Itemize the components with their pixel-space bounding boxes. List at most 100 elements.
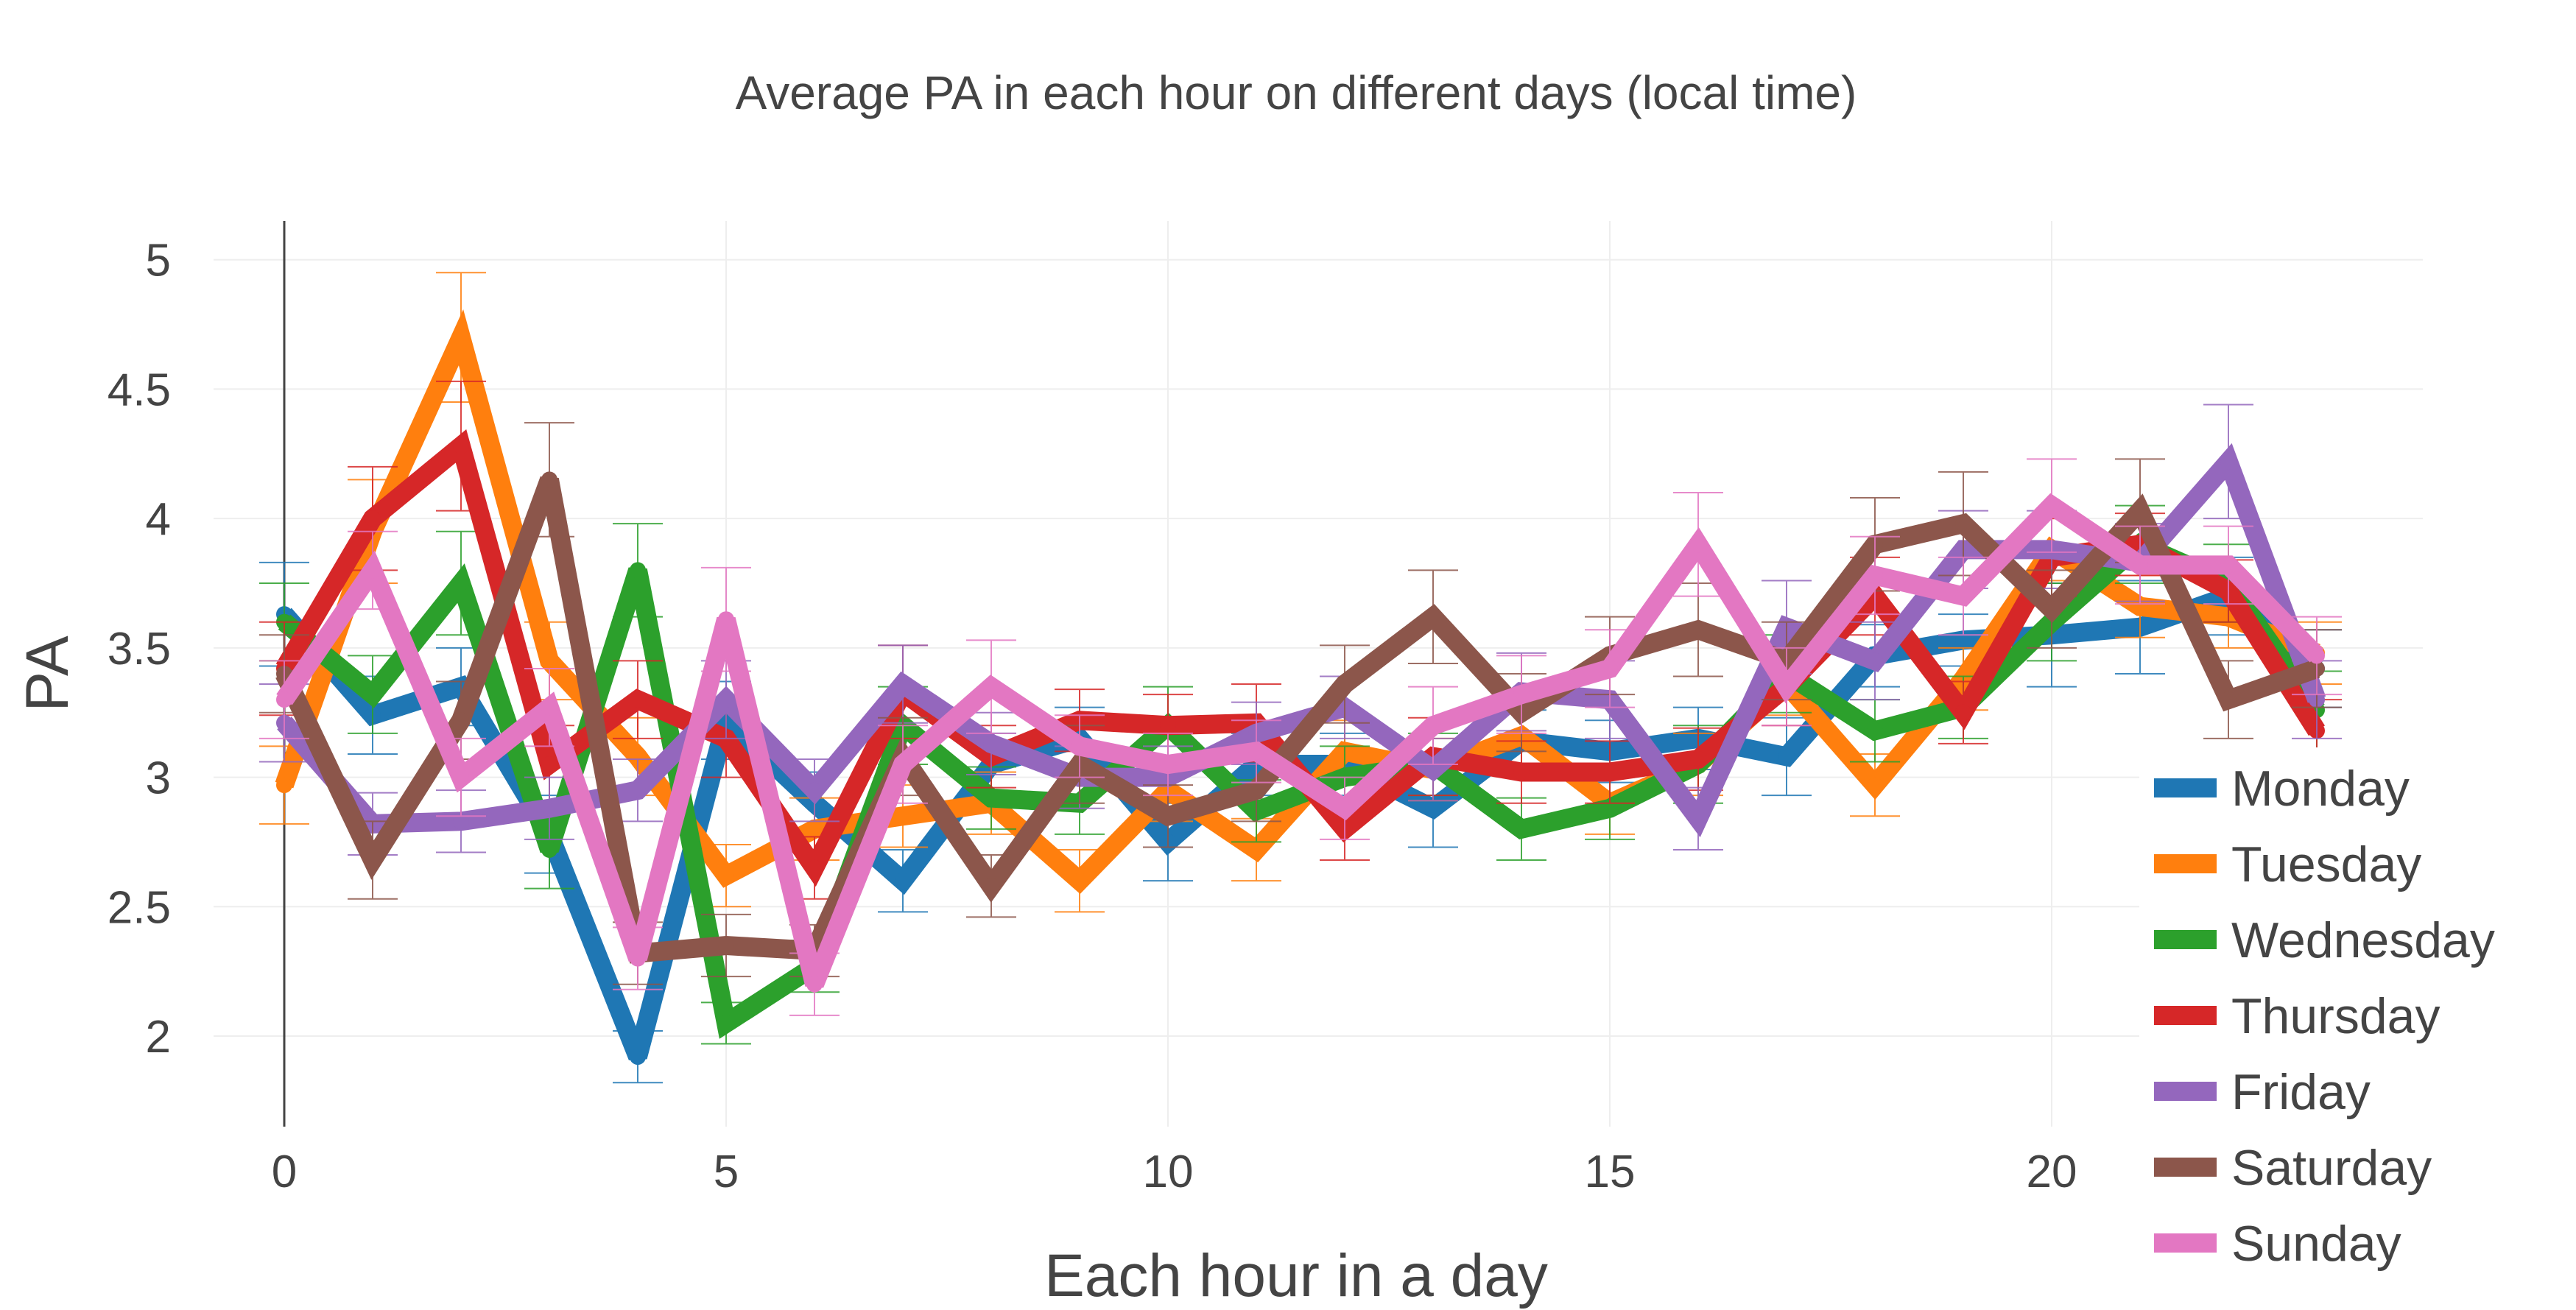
legend-label: Thursday [2231, 988, 2440, 1044]
x-axis-title: Each hour in a day [1044, 1242, 1548, 1309]
data-point [983, 789, 999, 806]
data-point [1867, 722, 1883, 739]
legend-item-friday[interactable]: Friday [2154, 1064, 2371, 1120]
data-point [895, 808, 911, 825]
y-tick-label: 5 [146, 236, 171, 286]
series-sunday [259, 458, 2342, 1016]
data-point [1690, 621, 1706, 638]
legend-label: Sunday [2231, 1216, 2401, 1272]
data-point [2220, 453, 2237, 470]
data-point [1160, 808, 1176, 825]
data-point [2044, 497, 2060, 514]
data-point [806, 859, 823, 876]
y-tick-label: 2.5 [108, 882, 171, 933]
legend-item-sunday[interactable]: Sunday [2154, 1216, 2401, 1272]
y-tick-label: 4.5 [108, 365, 171, 415]
data-point [718, 867, 734, 884]
data-point [1778, 678, 1795, 695]
legend-label: Friday [2231, 1064, 2371, 1120]
data-point [1867, 652, 1883, 669]
legend-item-saturday[interactable]: Saturday [2154, 1140, 2432, 1196]
legend-label: Monday [2231, 761, 2410, 817]
data-point [2309, 647, 2325, 664]
data-point [1425, 761, 1441, 778]
data-point [895, 756, 911, 772]
data-point [1248, 782, 1264, 799]
series-lines [259, 272, 2342, 1084]
data-point [453, 813, 469, 830]
data-point [1602, 660, 1618, 677]
data-point [1955, 515, 1971, 532]
data-point [1602, 764, 1618, 781]
gridlines [214, 221, 2423, 1127]
data-point [1955, 632, 1971, 649]
y-tick-label: 4 [146, 494, 171, 545]
data-point [630, 691, 646, 708]
data-point [806, 820, 823, 837]
data-point [2132, 598, 2148, 615]
data-point [2220, 691, 2237, 708]
legend-item-monday[interactable]: Monday [2154, 761, 2410, 817]
data-point [541, 841, 557, 858]
data-point [1778, 748, 1795, 765]
data-point [1513, 686, 1530, 703]
x-tick-label: 0 [272, 1147, 297, 1197]
data-point [983, 735, 999, 752]
legend-label: Wednesday [2231, 912, 2495, 968]
data-point [1425, 717, 1441, 734]
data-point [1425, 608, 1441, 625]
data-point [806, 782, 823, 799]
data-point [630, 782, 646, 799]
data-point [1160, 756, 1176, 772]
data-point [365, 852, 381, 869]
data-point [1867, 777, 1883, 794]
data-point [541, 652, 557, 669]
data-point [276, 691, 292, 708]
data-point [895, 676, 911, 693]
legend-label: Tuesday [2231, 837, 2421, 892]
x-tick-label: 5 [714, 1147, 739, 1197]
data-point [1337, 676, 1353, 693]
data-point [718, 611, 734, 628]
data-point [630, 1049, 646, 1066]
data-point [1071, 738, 1088, 755]
data-point [1690, 536, 1706, 553]
data-point [453, 329, 469, 346]
data-point [365, 686, 381, 703]
data-point [2044, 601, 2060, 618]
data-point [1867, 567, 1883, 584]
series-line [275, 476, 2320, 964]
y-tick-label: 2 [146, 1012, 171, 1063]
legend-item-tuesday[interactable]: Tuesday [2154, 837, 2421, 892]
data-point [1690, 750, 1706, 767]
data-point [365, 562, 381, 579]
data-point [1513, 820, 1530, 837]
x-tick-label: 15 [1585, 1147, 1636, 1197]
data-point [1513, 764, 1530, 781]
data-point [453, 437, 469, 454]
data-point [541, 699, 557, 716]
data-point [718, 691, 734, 708]
data-point [1160, 717, 1176, 734]
data-point [983, 678, 999, 695]
legend-item-wednesday[interactable]: Wednesday [2154, 912, 2495, 968]
data-point [2132, 502, 2148, 519]
data-point [1071, 873, 1088, 890]
data-point [1248, 743, 1264, 760]
data-point [1248, 841, 1264, 858]
x-axis-ticks: 0 5 10 15 20 [272, 1147, 2077, 1197]
data-point [541, 471, 557, 488]
data-point [453, 575, 469, 591]
data-point [453, 712, 469, 729]
data-point [2220, 557, 2237, 574]
data-point [276, 777, 292, 794]
data-point [1690, 810, 1706, 827]
legend-item-thursday[interactable]: Thursday [2154, 988, 2440, 1044]
y-axis-ticks: 2 2.5 3 3.5 4 4.5 5 [108, 236, 171, 1063]
data-point [365, 510, 381, 527]
data-point [630, 950, 646, 967]
x-tick-label: 10 [1143, 1147, 1194, 1197]
series-line [276, 493, 2324, 988]
data-point [1955, 588, 1971, 605]
